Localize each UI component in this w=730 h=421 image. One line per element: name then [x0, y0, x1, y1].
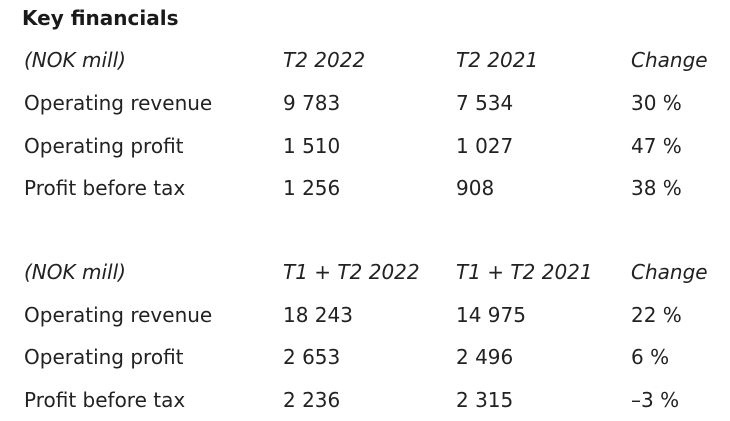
cell-change: 30 % [631, 91, 682, 115]
cell-previous: 7 534 [456, 91, 514, 115]
header-cell-unit: (NOK mill) [24, 48, 126, 72]
cell-change: –3 % [631, 388, 680, 412]
cell-previous: 14 975 [456, 303, 526, 327]
cell-current: 2 236 [283, 388, 341, 412]
header-cell-period-previous: T1 + T2 2021 [456, 260, 593, 284]
row-label: Operating profit [24, 134, 184, 158]
cell-current: 1 510 [283, 134, 341, 158]
table-row: Operating revenue 18 243 14 975 22 % [0, 300, 730, 330]
table-row: Profit before tax 2 236 2 315 –3 % [0, 385, 730, 415]
table-row: Operating revenue 9 783 7 534 30 % [0, 88, 730, 118]
cell-current: 1 256 [283, 176, 341, 200]
table-row: Operating profit 1 510 1 027 47 % [0, 131, 730, 161]
cell-change: 22 % [631, 303, 682, 327]
cell-previous: 2 496 [456, 345, 514, 369]
cell-previous: 2 315 [456, 388, 514, 412]
cell-current: 18 243 [283, 303, 353, 327]
header-cell-change: Change [631, 48, 708, 72]
row-label: Operating profit [24, 345, 184, 369]
cell-change: 38 % [631, 176, 682, 200]
table-2-header: (NOK mill) T1 + T2 2022 T1 + T2 2021 Cha… [0, 257, 730, 287]
cell-previous: 908 [456, 176, 495, 200]
row-label: Profit before tax [24, 176, 186, 200]
header-cell-unit: (NOK mill) [24, 260, 126, 284]
row-label: Operating revenue [24, 303, 213, 327]
header-cell-period-previous: T2 2021 [456, 48, 539, 72]
row-label: Profit before tax [24, 388, 186, 412]
row-label: Operating revenue [24, 91, 213, 115]
header-cell-change: Change [631, 260, 708, 284]
cell-previous: 1 027 [456, 134, 514, 158]
cell-change: 6 % [631, 345, 670, 369]
table-1-header: (NOK mill) T2 2022 T2 2021 Change [0, 45, 730, 75]
cell-change: 47 % [631, 134, 682, 158]
header-cell-period-current: T2 2022 [283, 48, 366, 72]
table-row: Profit before tax 1 256 908 38 % [0, 173, 730, 203]
cell-current: 9 783 [283, 91, 341, 115]
table-row: Operating profit 2 653 2 496 6 % [0, 342, 730, 372]
header-cell-period-current: T1 + T2 2022 [283, 260, 420, 284]
cell-current: 2 653 [283, 345, 341, 369]
page-title: Key financials [22, 6, 179, 30]
